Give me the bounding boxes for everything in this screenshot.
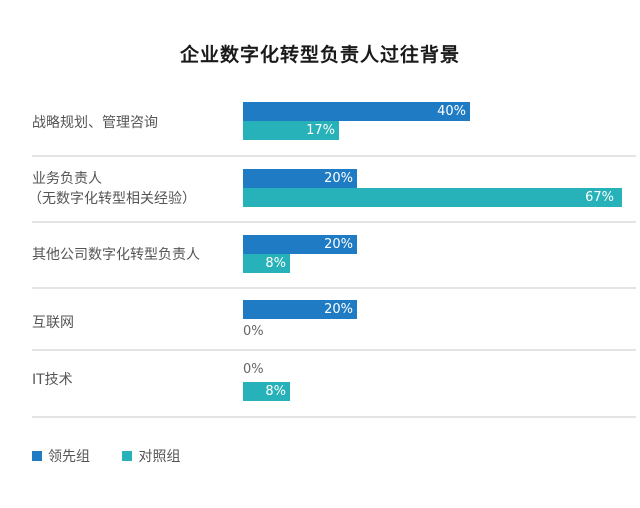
legend: 领先组 对照组 (32, 446, 208, 466)
category-label: 互联网 (32, 315, 74, 331)
row-divider (32, 349, 636, 351)
row-divider (32, 221, 636, 223)
category-label: 其他公司数字化转型负责人 (32, 247, 200, 263)
row-divider (32, 416, 636, 418)
chart-title: 企业数字化转型负责人过往背景 (179, 44, 460, 66)
category-label: 战略规划、管理咨询 (32, 115, 158, 131)
legend-item-lead: 领先组 (32, 446, 90, 466)
control-swatch-icon (122, 451, 133, 461)
row-divider (32, 287, 636, 289)
control-bar: 17% (243, 121, 339, 140)
legend-label: 领先组 (48, 449, 90, 465)
control-bar: 8% (243, 254, 290, 273)
category-label: IT技术 (32, 372, 73, 388)
category-label-sub: （无数字化转型相关经验） (28, 191, 196, 207)
lead-bar: 40% (243, 102, 470, 121)
lead-value-zero: 0% (243, 362, 264, 377)
legend-label: 对照组 (138, 449, 181, 465)
category-label: 业务负责人 (32, 171, 102, 187)
control-bar: 8% (243, 382, 290, 401)
lead-bar: 20% (243, 169, 357, 188)
row-divider (32, 155, 636, 157)
lead-swatch-icon (32, 451, 42, 461)
legend-item-control: 对照组 (122, 446, 180, 466)
control-value-zero: 0% (243, 324, 264, 339)
control-bar: 67% (243, 188, 622, 207)
lead-bar: 20% (243, 235, 357, 254)
lead-bar: 20% (243, 300, 357, 319)
